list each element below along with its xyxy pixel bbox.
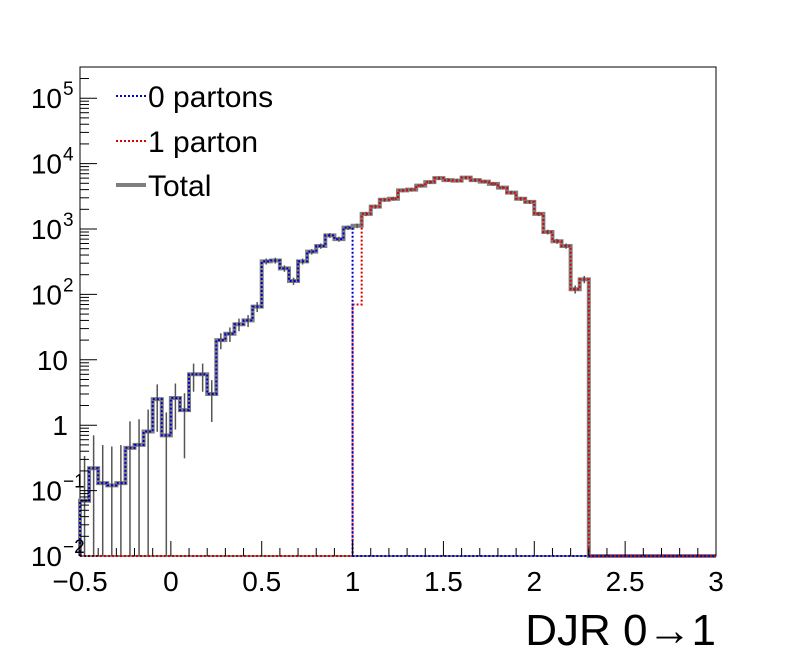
x-axis-title: DJR 0→1 [525, 606, 716, 655]
x-tick-label: 0 [163, 566, 179, 597]
series-line-0-partons [79, 226, 716, 557]
y-tick-exponent: −1 [63, 472, 85, 493]
y-tick-label: 10 [37, 345, 68, 376]
y-tick-label: 10 [31, 541, 62, 572]
y-tick-label: 10 [31, 149, 62, 180]
y-tick-label: 10 [31, 476, 62, 507]
x-tick-label: −0.5 [52, 566, 107, 597]
y-tick-label: 10 [31, 279, 62, 310]
legend: 0 partons 1 parton Total [116, 81, 273, 203]
y-tick-label: 10 [31, 214, 62, 245]
x-tick-label: 2 [526, 566, 542, 597]
legend-label-1-parton: 1 parton [148, 126, 258, 159]
y-tick-exponent: 2 [63, 275, 74, 296]
series-line-1-parton [80, 176, 716, 557]
y-tick-exponent: 5 [63, 79, 74, 100]
y-tick-exponent: 4 [63, 145, 74, 166]
x-tick-label: 1.5 [424, 566, 463, 597]
series-layer [78, 175, 716, 558]
x-tick-label: 0.5 [242, 566, 281, 597]
series-line-total [78, 175, 716, 558]
y-tick-label: 10 [31, 83, 62, 114]
legend-label-0-partons: 0 partons [148, 81, 273, 114]
legend-label-total: Total [148, 170, 211, 203]
y-tick-label: 1 [52, 410, 68, 441]
y-tick-exponent: −2 [63, 537, 85, 558]
x-tick-label: 3 [708, 566, 724, 597]
x-tick-label: 2.5 [606, 566, 645, 597]
x-tick-label: 1 [345, 566, 361, 597]
y-tick-exponent: 3 [63, 210, 74, 231]
